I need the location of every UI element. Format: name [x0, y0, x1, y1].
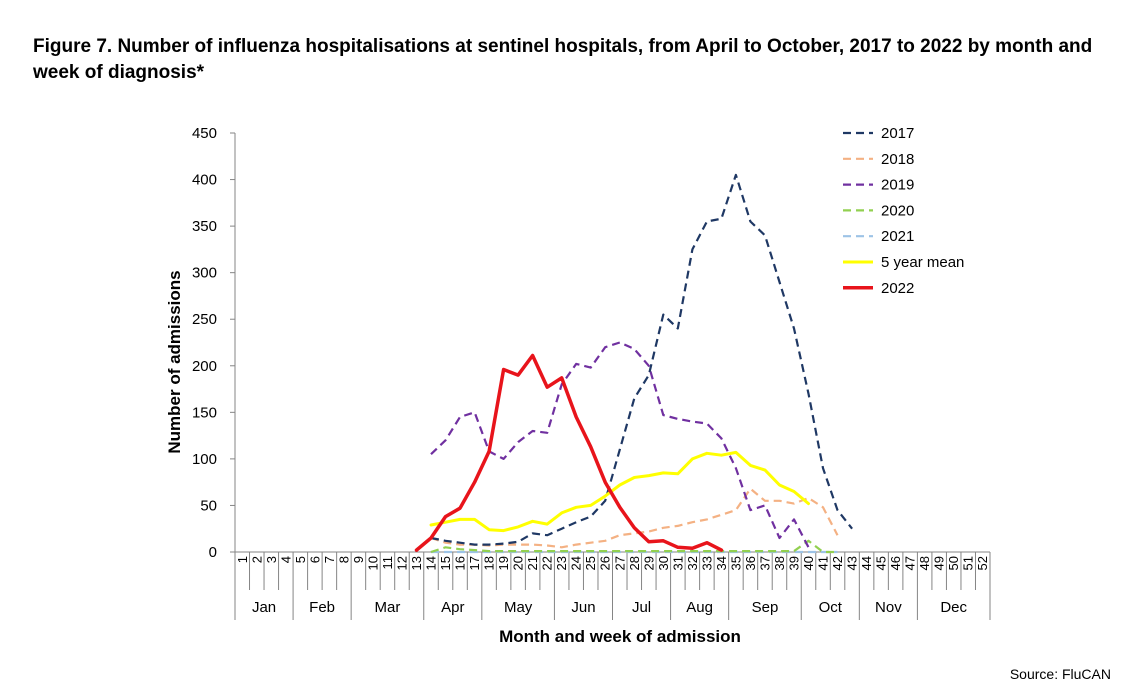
x-month-label: Dec: [940, 599, 967, 616]
x-week-label: 46: [888, 556, 903, 570]
x-week-label: 50: [946, 556, 961, 570]
chart-title: Figure 7. Number of influenza hospitalis…: [33, 36, 1093, 83]
x-week-label: 33: [699, 556, 714, 570]
x-week-label: 26: [598, 556, 613, 570]
legend-label: 2019: [881, 177, 914, 194]
x-axis-label: Month and week of admission: [499, 627, 741, 646]
x-week-label: 51: [961, 556, 976, 570]
y-tick-label: 150: [192, 404, 217, 421]
x-week-label: 36: [743, 556, 758, 570]
x-month-label: Jun: [571, 599, 595, 616]
x-week-label: 32: [685, 556, 700, 570]
x-month-label: Feb: [309, 599, 335, 616]
y-tick-label: 350: [192, 218, 217, 235]
x-week-label: 1: [235, 556, 250, 563]
source-note: Source: FluCAN: [1009, 666, 1111, 682]
y-axis-label: Number of admissions: [165, 270, 184, 453]
x-week-label: 10: [365, 556, 380, 570]
x-week-label: 17: [467, 556, 482, 570]
x-month-label: Sep: [752, 599, 779, 616]
legend-label: 2020: [881, 202, 914, 219]
x-week-label: 47: [903, 556, 918, 570]
x-week-label: 44: [859, 556, 874, 570]
x-week-label: 34: [714, 556, 729, 570]
y-tick-label: 250: [192, 311, 217, 328]
x-week-label: 25: [583, 556, 598, 570]
x-week-label: 23: [554, 556, 569, 570]
x-week-label: 21: [525, 556, 540, 570]
x-week-label: 9: [351, 556, 366, 563]
x-month-label: Jul: [632, 599, 651, 616]
y-tick-label: 400: [192, 172, 217, 189]
x-week-label: 18: [482, 556, 497, 570]
series-line-2020: [430, 539, 838, 554]
x-week-label: 12: [394, 556, 409, 570]
x-week-label: 31: [670, 556, 685, 570]
x-week-label: 7: [322, 556, 337, 563]
legend-label: 2017: [881, 125, 914, 142]
x-month-label: Oct: [819, 599, 843, 616]
x-week-label: 30: [656, 556, 671, 570]
x-week-label: 40: [801, 556, 816, 570]
x-week-label: 28: [627, 556, 642, 570]
x-week-label: 37: [757, 556, 772, 570]
x-month-label: Apr: [441, 599, 464, 616]
legend-label: 2021: [881, 228, 914, 245]
x-week-label: 52: [975, 556, 990, 570]
x-month-label: Nov: [875, 599, 902, 616]
x-week-label: 24: [569, 556, 584, 570]
x-month-label: May: [504, 599, 533, 616]
series-line-2019: [430, 341, 810, 548]
x-month-label: Jan: [252, 599, 276, 616]
series-line-2022: [414, 353, 724, 552]
x-week-label: 20: [511, 556, 526, 570]
y-tick-label: 200: [192, 358, 217, 375]
y-tick-label: 50: [200, 497, 217, 514]
series-line-2017: [430, 173, 853, 546]
x-week-label: 39: [786, 556, 801, 570]
x-week-label: 16: [453, 556, 468, 570]
series-line-2018: [430, 487, 839, 549]
x-week-label: 43: [845, 556, 860, 570]
y-tick-label: 450: [192, 125, 217, 142]
x-week-label: 8: [336, 556, 351, 563]
x-month-label: Aug: [686, 599, 713, 616]
y-tick-label: 0: [209, 544, 217, 561]
x-week-label: 35: [728, 556, 743, 570]
x-week-label: 3: [264, 556, 279, 563]
x-week-label: 38: [772, 556, 787, 570]
x-week-label: 49: [932, 556, 947, 570]
x-week-label: 5: [293, 556, 308, 563]
legend-label: 2018: [881, 151, 914, 168]
x-week-label: 11: [380, 556, 395, 570]
series-line-5-year-mean: [429, 450, 810, 533]
x-week-label: 15: [438, 556, 453, 570]
x-week-label: 2: [249, 556, 264, 563]
x-week-label: 41: [816, 556, 831, 570]
legend-label: 2022: [881, 280, 914, 297]
x-week-label: 6: [307, 556, 322, 563]
x-week-label: 42: [830, 556, 845, 570]
x-week-label: 22: [540, 556, 555, 570]
x-week-label: 13: [409, 556, 424, 570]
x-week-label: 45: [874, 556, 889, 570]
y-tick-label: 300: [192, 265, 217, 282]
x-week-label: 4: [278, 556, 293, 563]
x-week-label: 48: [917, 556, 932, 570]
x-week-label: 14: [424, 556, 439, 570]
x-month-label: Mar: [375, 599, 401, 616]
x-week-label: 29: [641, 556, 656, 570]
y-tick-label: 100: [192, 451, 217, 468]
x-week-label: 27: [612, 556, 627, 570]
legend-label: 5 year mean: [881, 254, 964, 271]
x-week-label: 19: [496, 556, 511, 570]
